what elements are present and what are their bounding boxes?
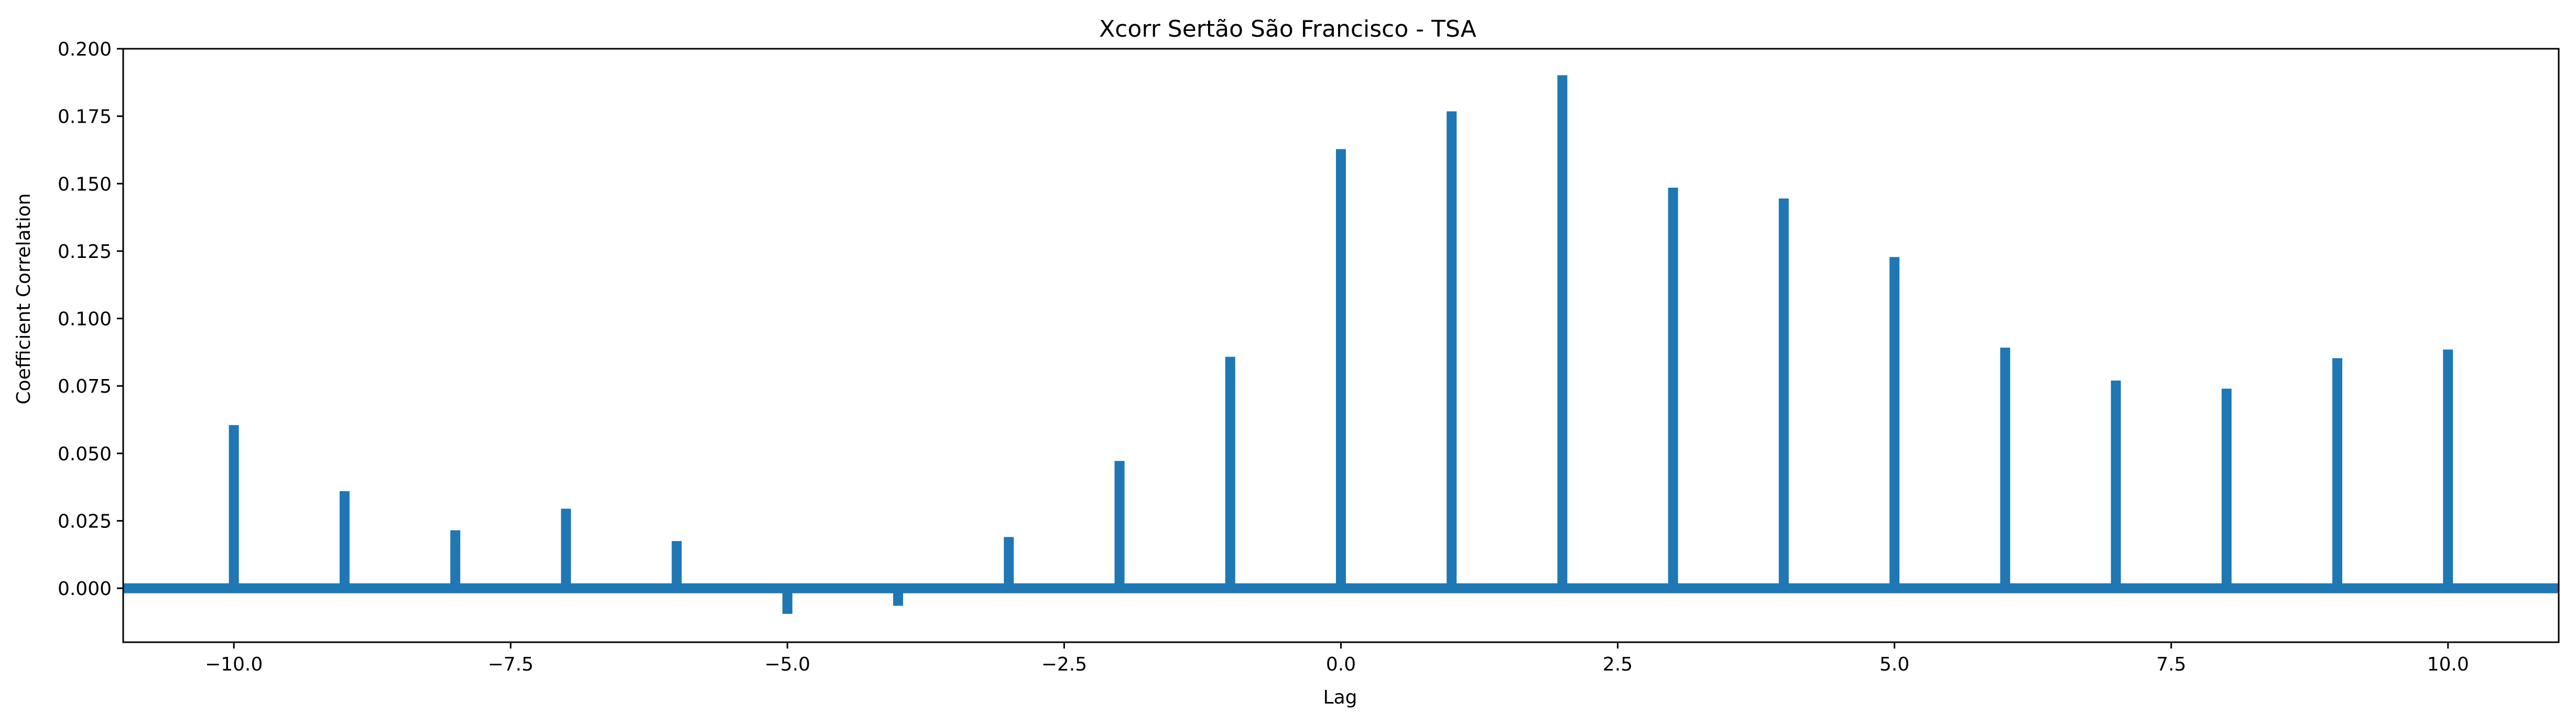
bar-lag-8 xyxy=(2221,388,2232,589)
y-tick-label: 0.050 xyxy=(58,444,112,465)
x-tick-label: −2.5 xyxy=(1041,654,1087,675)
bars-group xyxy=(123,75,2559,614)
x-tick-label: 5.0 xyxy=(1879,654,1909,675)
y-axis-ticks: 0.000 0.025 0.050 0.075 0.100 0.125 0.150 0.175… xyxy=(58,39,123,600)
bar-lag-9 xyxy=(2332,358,2343,589)
y-tick-label: 0.000 xyxy=(58,578,112,600)
y-tick-label: 0.175 xyxy=(58,106,112,128)
x-tick-label: 0.0 xyxy=(1326,654,1356,675)
bar-lag--10 xyxy=(229,425,239,589)
x-axis-label: Lag xyxy=(1323,687,1357,708)
bar-lag-7 xyxy=(2111,380,2121,589)
chart-title: Xcorr Sertão São Francisco - TSA xyxy=(1099,16,1476,42)
y-tick-label: 0.025 xyxy=(58,511,112,532)
y-tick-label: 0.100 xyxy=(58,309,112,330)
bar-lag--5 xyxy=(782,588,792,614)
x-tick-label: −7.5 xyxy=(488,654,534,675)
x-tick-label: 2.5 xyxy=(1603,654,1633,675)
x-tick-label: −10.0 xyxy=(205,654,263,675)
bar-lag--8 xyxy=(450,530,461,589)
bar-lag-4 xyxy=(1778,198,1789,589)
bar-lag-3 xyxy=(1668,187,1678,589)
bar-lag-10 xyxy=(2443,349,2453,589)
y-tick-label: 0.200 xyxy=(58,39,112,60)
x-tick-label: 10.0 xyxy=(2427,654,2469,675)
y-tick-label: 0.125 xyxy=(58,241,112,263)
x-tick-label: 7.5 xyxy=(2156,654,2186,675)
bar-lag-0 xyxy=(1336,149,1346,589)
bar-lag--1 xyxy=(1225,356,1235,589)
plot-frame xyxy=(122,48,2560,643)
bar-lag-5 xyxy=(1889,257,1900,589)
bar-lag-2 xyxy=(1557,75,1568,589)
x-tick-label: −5.0 xyxy=(765,654,810,675)
bar-lag-6 xyxy=(2000,348,2010,589)
x-axis-ticks: −10.0 −7.5 −5.0 −2.5 0.0 2.5 5.0 7.5 10.0 xyxy=(205,642,2469,675)
bar-lag--6 xyxy=(671,541,682,589)
y-tick-label: 0.075 xyxy=(58,376,112,397)
bar-lag--9 xyxy=(339,491,350,589)
bar-lag--7 xyxy=(561,509,571,589)
bar-lag--2 xyxy=(1114,461,1125,589)
y-axis-label: Coefficient Correlation xyxy=(13,193,35,405)
y-tick-label: 0.150 xyxy=(58,174,112,195)
bar-lag-1 xyxy=(1447,111,1457,589)
bar-lag--3 xyxy=(1004,537,1014,589)
